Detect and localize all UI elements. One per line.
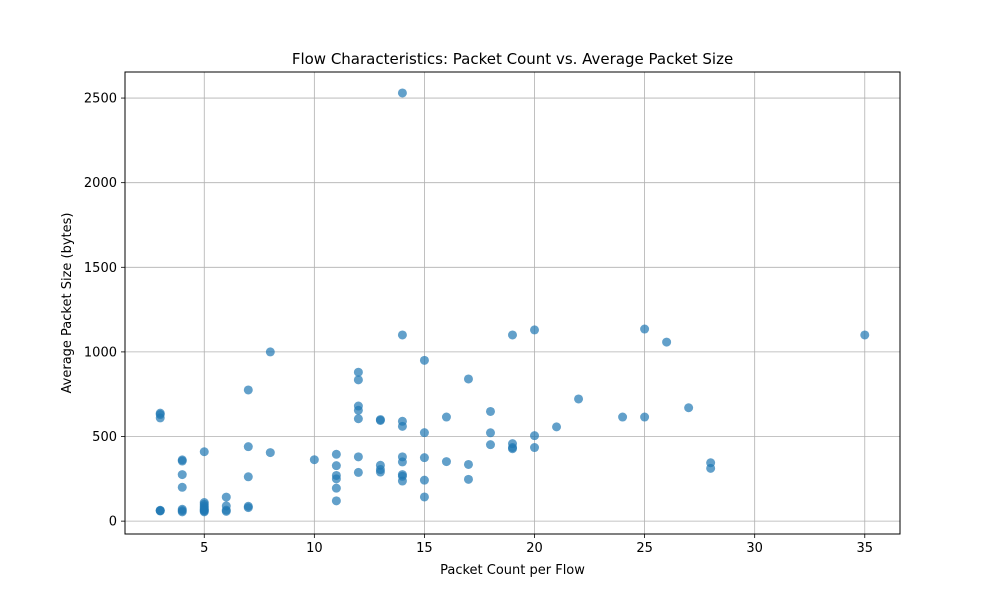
x-axis-ticks: 5 10 15 20 25 30 35	[200, 534, 873, 556]
data-point	[684, 403, 694, 413]
data-points	[155, 88, 870, 517]
data-point	[463, 374, 473, 384]
y-tick-label: 2000	[84, 176, 117, 191]
y-axis-ticks: 0 500 1000 1500 2000 2500	[84, 92, 125, 530]
data-point	[331, 461, 341, 471]
data-point	[706, 458, 716, 468]
data-point	[397, 452, 407, 462]
data-point	[155, 408, 165, 418]
data-point	[177, 482, 187, 492]
data-point	[397, 88, 407, 98]
data-point	[243, 442, 253, 452]
data-point	[375, 415, 385, 425]
data-point	[331, 470, 341, 480]
data-point	[485, 428, 495, 438]
y-tick-label: 1500	[84, 261, 117, 276]
data-point	[199, 498, 209, 508]
x-axis-label: Packet Count per Flow	[440, 563, 585, 578]
data-point	[353, 467, 363, 477]
data-point	[530, 431, 540, 441]
data-point	[530, 443, 540, 453]
data-point	[419, 475, 429, 485]
data-point	[177, 470, 187, 480]
x-tick-label: 10	[306, 541, 323, 556]
data-point	[485, 440, 495, 450]
data-point	[353, 414, 363, 424]
data-point	[508, 330, 517, 340]
data-point	[243, 385, 253, 395]
data-point	[243, 472, 253, 482]
data-point	[419, 355, 429, 365]
data-point	[331, 496, 341, 506]
data-point	[243, 501, 253, 511]
data-point	[199, 447, 209, 457]
data-point	[177, 504, 187, 514]
data-point	[309, 455, 319, 465]
x-tick-label: 15	[416, 541, 433, 556]
x-tick-label: 30	[746, 541, 763, 556]
data-point	[640, 324, 650, 334]
x-tick-label: 35	[856, 541, 873, 556]
data-point	[331, 483, 341, 493]
data-point	[463, 459, 473, 469]
y-tick-label: 500	[92, 430, 117, 445]
data-point	[441, 412, 451, 422]
y-tick-label: 1000	[84, 345, 117, 360]
data-point	[485, 406, 495, 416]
data-point	[419, 453, 429, 463]
data-point	[353, 452, 363, 462]
data-point	[618, 412, 628, 422]
data-point	[860, 330, 870, 340]
data-point	[265, 347, 275, 357]
grid-lines	[125, 72, 900, 534]
data-point	[353, 401, 363, 411]
x-tick-label: 5	[200, 541, 208, 556]
x-tick-label: 20	[526, 541, 543, 556]
chart-title: Flow Characteristics: Packet Count vs. A…	[292, 50, 733, 68]
data-point	[441, 457, 451, 467]
x-tick-label: 25	[636, 541, 653, 556]
data-point	[353, 375, 363, 385]
plot-frame	[124, 71, 901, 535]
data-point	[419, 428, 429, 438]
y-axis-label: Average Packet Size (bytes)	[60, 213, 75, 394]
data-point	[397, 470, 407, 480]
data-point	[419, 492, 429, 502]
data-point	[552, 422, 562, 432]
data-point	[221, 492, 231, 502]
data-point	[221, 501, 231, 511]
data-point	[530, 325, 540, 335]
data-point	[397, 330, 407, 340]
data-point	[574, 394, 584, 404]
data-point	[353, 367, 363, 377]
data-point	[265, 448, 275, 458]
data-point	[375, 460, 385, 470]
y-tick-label: 0	[109, 515, 117, 530]
data-point	[331, 449, 341, 459]
data-point	[640, 412, 650, 422]
data-point	[177, 455, 187, 465]
y-tick-label: 2500	[84, 92, 117, 107]
data-point	[463, 474, 473, 484]
data-point	[397, 416, 407, 426]
data-point	[155, 505, 165, 515]
data-point	[662, 337, 672, 347]
data-point	[508, 439, 517, 449]
